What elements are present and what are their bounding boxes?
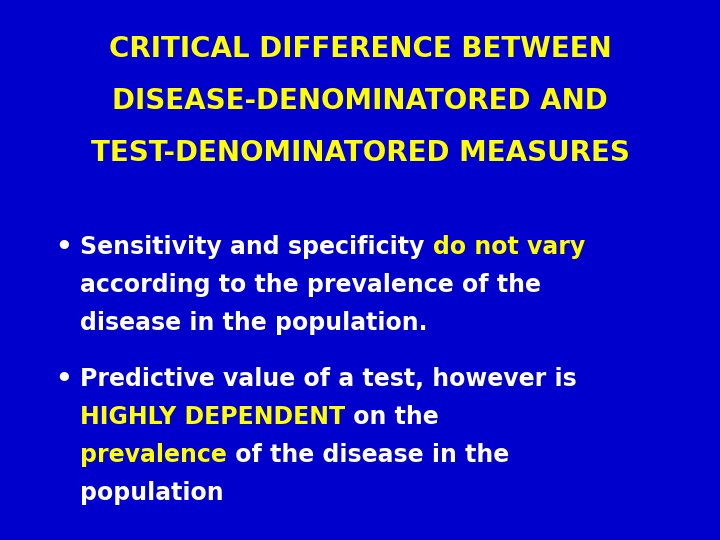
Text: disease in the population.: disease in the population.: [80, 311, 428, 335]
Text: population: population: [80, 481, 224, 505]
Text: CRITICAL DIFFERENCE BETWEEN: CRITICAL DIFFERENCE BETWEEN: [109, 35, 611, 63]
Text: •: •: [55, 235, 72, 261]
Text: Predictive value of a test, however is: Predictive value of a test, however is: [80, 367, 577, 391]
Text: Sensitivity and specificity: Sensitivity and specificity: [80, 235, 433, 259]
Text: prevalence: prevalence: [80, 443, 227, 467]
Text: TEST-DENOMINATORED MEASURES: TEST-DENOMINATORED MEASURES: [91, 139, 629, 167]
Text: do not vary: do not vary: [433, 235, 585, 259]
Text: DISEASE-DENOMINATORED AND: DISEASE-DENOMINATORED AND: [112, 87, 608, 115]
Text: •: •: [55, 367, 72, 393]
Text: on the: on the: [345, 405, 439, 429]
Text: of the disease in the: of the disease in the: [227, 443, 509, 467]
Text: HIGHLY DEPENDENT: HIGHLY DEPENDENT: [80, 405, 345, 429]
Text: according to the prevalence of the: according to the prevalence of the: [80, 273, 541, 297]
